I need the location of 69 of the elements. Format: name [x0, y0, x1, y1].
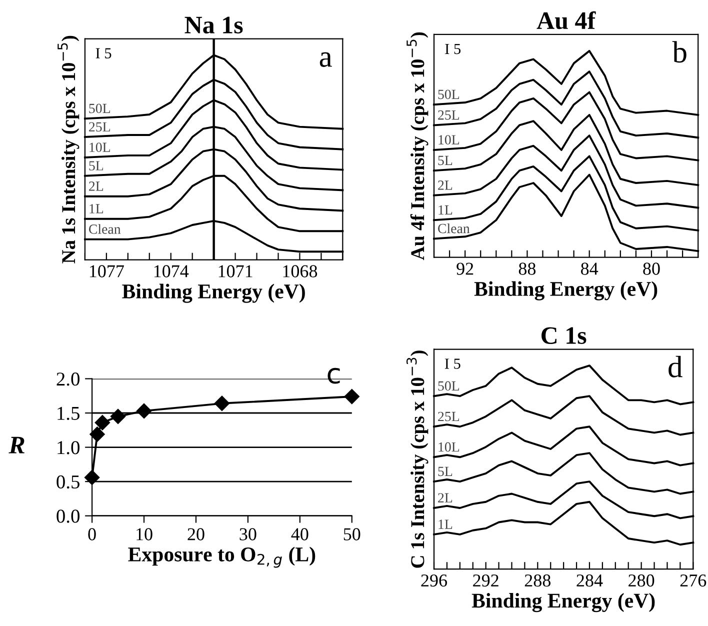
x-tick-label: 1074: [154, 265, 189, 278]
x-tick-label: 296: [421, 574, 448, 587]
series-label: 10L: [90, 142, 110, 152]
chart-title: C 1s: [542, 327, 586, 344]
series-label: 1L: [90, 204, 104, 214]
series-label: 25L: [438, 412, 460, 422]
y-axis-title: R: [8, 436, 24, 454]
x-tick-label: 0: [88, 528, 96, 540]
x-tick-label: 30: [240, 528, 256, 540]
y-tick-label: 2.0: [56, 372, 80, 386]
point: [94, 415, 110, 430]
series-label: 2L: [438, 493, 452, 502]
annotation: a: [320, 52, 332, 67]
y-tick-label: 0.5: [56, 475, 80, 489]
y-axis-title: Na 1s Intensity (cps x 10$^{−5}$): [58, 36, 80, 264]
x-tick-label: 288: [524, 574, 551, 587]
y-tick-label: 1.5: [58, 406, 80, 420]
x-tick-label: 1077: [90, 265, 124, 278]
x-axis-title: Binding Energy (eV): [122, 284, 305, 303]
point: [344, 388, 360, 404]
series-label: 2L: [89, 182, 104, 191]
x-tick-label: 1068: [283, 265, 318, 278]
x-tick-label: 20: [188, 528, 204, 540]
series-label: 5L: [89, 161, 104, 170]
annotation: I 5: [445, 44, 461, 54]
x-tick-label: 40: [291, 528, 308, 540]
series-label: 10L: [438, 442, 460, 452]
series-label: 1L: [438, 520, 452, 529]
y-axis-title: Au 4f Intensity (cps x 10$^{−5}$): [406, 32, 428, 260]
x-axis-title: Binding Energy (eV): [472, 593, 655, 612]
point: [84, 470, 100, 486]
chart-title: Au 4f: [536, 11, 596, 30]
x-tick-label: 280: [628, 574, 654, 587]
series-label: 50L: [438, 90, 460, 100]
x-axis-title: Exposure to O$_{2,g}$ (L): [128, 546, 316, 568]
x-tick-label: 92: [456, 262, 474, 275]
x-tick-label: 50: [344, 528, 360, 540]
series-label: 10L: [438, 135, 460, 144]
series-label: 50L: [438, 381, 460, 391]
point: [90, 426, 105, 442]
x-tick-label: 80: [643, 262, 660, 275]
series-label: 5L: [438, 156, 452, 166]
x-tick-label: 1071: [218, 265, 252, 278]
chart-title: Na 1s: [184, 16, 243, 34]
annotation: b: [672, 41, 686, 63]
series-label: 1L: [438, 205, 452, 215]
x-axis-title: Binding Energy (eV): [474, 281, 658, 300]
annotation: d: [668, 356, 682, 378]
series-label: 50L: [89, 104, 110, 114]
x-tick-label: 88: [518, 262, 536, 275]
y-axis-title: C 1s Intensity (cps x 10$^{−3}$): [406, 350, 428, 568]
x-tick-label: 292: [473, 574, 498, 587]
x-tick-label: 10: [136, 528, 152, 540]
x-tick-label: 276: [680, 574, 706, 587]
point: [214, 396, 230, 411]
series-label: 5L: [438, 466, 452, 476]
annotation: I 5: [96, 48, 112, 58]
series-label: 25L: [438, 110, 460, 120]
point: [110, 408, 126, 424]
x-tick-label: 284: [576, 574, 603, 587]
point: [136, 403, 152, 419]
x-tick-label: 84: [581, 262, 598, 275]
y-tick-label: 1.0: [58, 441, 80, 454]
series-label: 2L: [438, 180, 452, 190]
series-label: Clean: [438, 223, 470, 234]
series-label: 25L: [89, 122, 110, 132]
y-tick-label: 0.0: [56, 510, 80, 523]
annotation: I 5: [444, 358, 460, 369]
series-label: Clean: [89, 224, 121, 234]
